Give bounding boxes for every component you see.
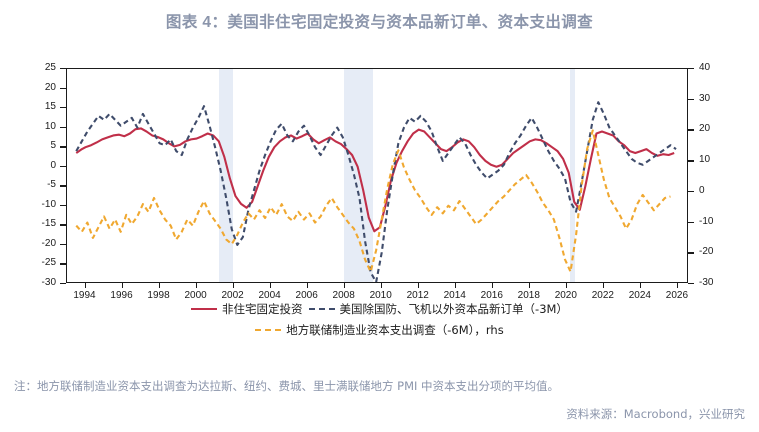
series-path-1: [75, 101, 677, 282]
y-tick-left: [60, 224, 66, 226]
recession-2008: [343, 69, 374, 282]
series-path-2: [75, 129, 671, 273]
plot-area: [66, 68, 688, 283]
footnote-note: 注：地方联储制造业资本支出调查为达拉斯、纽约、费城、里士满联储地方 PMI 中资…: [14, 379, 560, 393]
x-tick: [454, 283, 457, 288]
legend-row-1: 非住宅固定投资 美国除国防、飞机以外资本品新订单（-3M）: [0, 298, 759, 319]
y-tick-left: [60, 283, 66, 285]
y-tick-left: [60, 126, 66, 129]
legend-item-1[interactable]: 美国除国防、飞机以外资本品新订单（-3M）: [308, 301, 568, 317]
legend-item-0[interactable]: 非住宅固定投资: [191, 301, 303, 317]
y-label-right: -30: [699, 277, 714, 288]
y-label-left: 15: [44, 101, 56, 113]
y-label-right: 30: [699, 92, 711, 104]
x-tick: [195, 283, 197, 288]
legend-swatch-solid-red-icon: [191, 307, 218, 310]
y-label-left: 5: [50, 140, 56, 152]
x-tick: [417, 283, 420, 288]
y-tick-right: [688, 129, 694, 131]
y-label-right: -20: [699, 246, 714, 258]
y-tick-right: [688, 283, 694, 285]
y-tick-right: [688, 68, 694, 70]
y-tick-left: [60, 204, 66, 207]
y-label-left: -15: [41, 218, 56, 230]
y-label-left: -30: [41, 277, 56, 288]
y-label-left: -20: [41, 237, 56, 249]
y-tick-left: [60, 185, 66, 187]
x-label: 2002: [221, 290, 244, 301]
y-label-right: 20: [699, 123, 711, 135]
y-label-right: -10: [699, 215, 714, 227]
legend-row-2: 地方联储制造业资本支出调查（-6M），rhs: [0, 319, 759, 340]
y-tick-right: [688, 160, 694, 162]
x-label: 1998: [147, 290, 170, 301]
x-label: 2010: [369, 290, 392, 301]
y-label-left: -10: [41, 198, 56, 210]
y-tick-left: [60, 107, 66, 109]
series-lines: [75, 101, 677, 282]
x-tick: [269, 283, 272, 288]
x-label: 2000: [184, 290, 207, 301]
x-tick: [84, 283, 86, 288]
x-tick: [232, 283, 234, 288]
x-tick: [639, 283, 642, 288]
y-label-left: 25: [44, 62, 56, 73]
y-label-right: 40: [699, 62, 711, 73]
y-tick-right: [688, 190, 694, 193]
page-title: 图表 4：美国非住宅固定投资与资本品新订单、资本支出调查: [165, 14, 594, 31]
x-tick: [565, 283, 568, 288]
legend-swatch-dashed-blue-icon: [308, 307, 335, 310]
y-tick-left: [60, 165, 66, 168]
x-tick: [602, 283, 605, 288]
recession-2001: [218, 69, 233, 282]
x-tick: [306, 283, 309, 288]
y-tick-right: [688, 221, 694, 223]
x-tick: [158, 283, 160, 288]
y-tick-left: [60, 68, 66, 70]
y-tick-right: [688, 252, 694, 254]
x-label: 1994: [73, 290, 96, 301]
x-label: 2026: [665, 290, 689, 301]
y-tick-left: [60, 263, 66, 265]
x-label: 2004: [258, 290, 281, 301]
x-label: 2016: [480, 290, 503, 301]
y-label-left: -5: [47, 179, 56, 191]
y-label-right: 10: [699, 154, 711, 166]
x-label: 1996: [110, 290, 133, 301]
series-path-0: [75, 127, 675, 233]
y-label-left: 10: [44, 120, 56, 132]
y-label-left: 20: [44, 81, 56, 93]
y-label-left: -25: [41, 257, 56, 269]
x-tick: [343, 283, 346, 288]
y-tick-right: [688, 98, 694, 101]
x-tick: [528, 283, 531, 288]
legend-label-1: 美国除国防、飞机以外资本品新订单（-3M）: [339, 301, 568, 316]
y-tick-left: [60, 87, 66, 89]
x-tick: [121, 283, 123, 288]
footnote-source: 资料来源：Macrobond，兴业研究: [566, 407, 745, 421]
legend-swatch-dashed-orange-icon: [255, 328, 282, 331]
x-label: 2024: [628, 290, 651, 301]
x-label: 2006: [295, 290, 318, 301]
legend-label-0: 非住宅固定投资: [222, 301, 303, 316]
y-label-right: 0: [699, 184, 705, 196]
y-tick-left: [60, 146, 66, 148]
recession-2020: [569, 69, 576, 282]
y-label-left: 0: [50, 159, 56, 171]
legend: 非住宅固定投资 美国除国防、飞机以外资本品新订单（-3M） 地方联储制造业资本支…: [0, 298, 759, 340]
x-tick: [491, 283, 494, 288]
y-tick-left: [60, 243, 66, 246]
legend-item-2[interactable]: 地方联储制造业资本支出调查（-6M），rhs: [255, 322, 504, 338]
x-tick: [380, 283, 383, 288]
x-label: 2008: [332, 290, 355, 301]
x-tick: [676, 283, 679, 288]
x-label: 2022: [591, 290, 614, 301]
x-label: 2012: [406, 290, 429, 301]
legend-label-2: 地方联储制造业资本支出调查（-6M），rhs: [286, 322, 504, 337]
x-label: 2018: [517, 290, 540, 301]
x-label: 2014: [443, 290, 466, 301]
x-label: 2020: [554, 290, 577, 301]
